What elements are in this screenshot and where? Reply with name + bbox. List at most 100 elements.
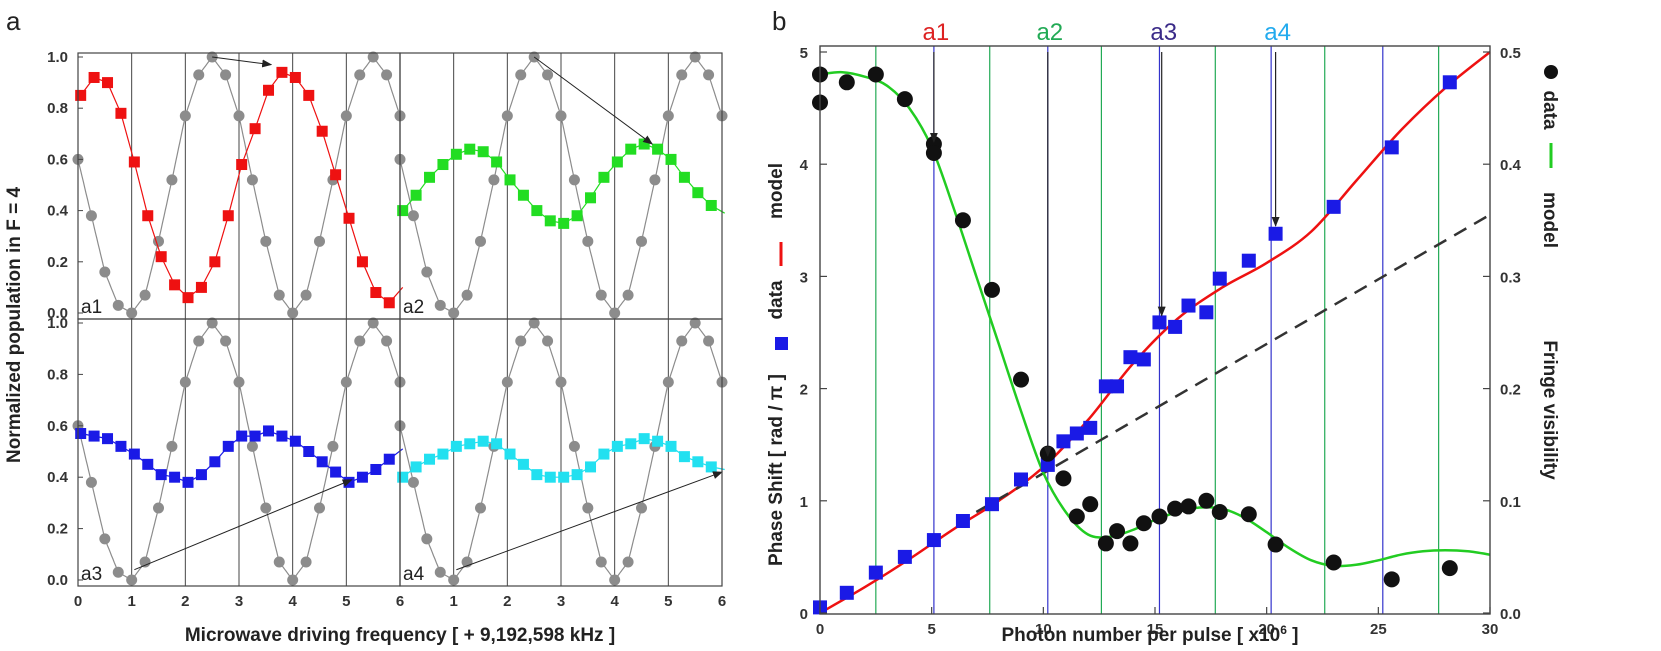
reference-point bbox=[636, 235, 647, 247]
subplot-point bbox=[182, 292, 194, 304]
subplot-point bbox=[383, 297, 395, 309]
reference-point bbox=[555, 110, 567, 122]
reference-point bbox=[662, 110, 674, 122]
panel-b-marker-label-a4: a4 bbox=[1264, 19, 1291, 46]
subplot-point bbox=[611, 440, 623, 452]
subplot-point bbox=[249, 123, 261, 135]
subplot-point bbox=[289, 435, 301, 447]
fringe-visibility-data-point bbox=[867, 66, 884, 83]
subplot-point bbox=[263, 425, 275, 437]
reference-point bbox=[287, 574, 299, 586]
reference-point bbox=[475, 235, 486, 247]
panel-a-arrow bbox=[212, 56, 273, 68]
reference-point bbox=[689, 51, 701, 63]
panel-b-y2-legend-circle bbox=[1544, 65, 1558, 79]
subplot-point bbox=[598, 171, 610, 183]
panel-b-x-tick-label: 5 bbox=[927, 621, 935, 638]
subplot-point bbox=[343, 212, 355, 224]
panel-b-y-legend-square bbox=[775, 337, 788, 350]
subplot-point bbox=[263, 84, 275, 96]
subplot-label-a4: a4 bbox=[403, 564, 425, 585]
panel-a-ticks: 0.00.20.40.60.81.00.00.20.40.60.81.00 1 2 3… bbox=[47, 49, 726, 610]
fringe-visibility-data-point bbox=[1109, 523, 1126, 540]
panel-b-y-tick-label: 0 bbox=[800, 606, 808, 623]
panel-b-y-tick-label: 4 bbox=[800, 157, 809, 174]
reference-point bbox=[703, 69, 715, 81]
panel-b-x-tick-label: 25 bbox=[1370, 621, 1387, 638]
panel-a-arrow bbox=[134, 479, 353, 571]
reference-point bbox=[501, 110, 513, 122]
subplot-point bbox=[356, 471, 368, 483]
reference-point bbox=[421, 533, 433, 545]
reference-point bbox=[233, 110, 245, 122]
subplot-point bbox=[169, 279, 181, 291]
subplot-label-a1: a1 bbox=[81, 297, 102, 318]
subplot-point bbox=[544, 471, 556, 483]
reference-point bbox=[649, 174, 661, 186]
subplot-point bbox=[625, 143, 637, 155]
subplot-point bbox=[276, 66, 288, 78]
panel-b-y-legend-data: data bbox=[766, 280, 787, 320]
phase-shift-data-point bbox=[1136, 352, 1151, 367]
reference-point bbox=[179, 376, 191, 388]
panel-a-x-tick-label: 6 bbox=[396, 593, 404, 610]
subplot-point bbox=[585, 192, 597, 204]
reference-point bbox=[609, 307, 621, 319]
phase-shift-data-point bbox=[1442, 75, 1457, 90]
reference-point bbox=[381, 335, 393, 347]
reference-point bbox=[246, 440, 258, 452]
reference-point bbox=[488, 174, 500, 186]
reference-point bbox=[622, 556, 634, 568]
reference-point bbox=[287, 307, 299, 319]
fringe-visibility-data-point bbox=[1383, 571, 1400, 588]
subplot-point bbox=[236, 159, 248, 171]
reference-point bbox=[407, 476, 419, 488]
fringe-visibility-data-point bbox=[1441, 560, 1458, 577]
panel-b-x-tick-label: 10 bbox=[1035, 621, 1052, 638]
panel-a-x-tick-label: 3 bbox=[557, 593, 565, 610]
subplot-point bbox=[531, 205, 543, 217]
subplot-point bbox=[236, 430, 248, 442]
reference-point bbox=[421, 266, 433, 278]
subplot-point bbox=[209, 456, 221, 468]
subplot-point bbox=[289, 71, 301, 83]
phase-shift-data-point bbox=[1098, 379, 1113, 394]
fringe-visibility-data-point bbox=[1240, 506, 1257, 523]
panel-b-ticks: 0 5 10 15 20 25 30 0 1 2 3 4 5 0.0 0.1 0.2 0.3 0.4 0.5 bbox=[800, 45, 1522, 638]
panel-a-y-tick-label: 0.6 bbox=[47, 151, 68, 168]
subplot-point bbox=[464, 143, 476, 155]
fringe-visibility-data-point bbox=[1135, 515, 1152, 532]
reference-point bbox=[153, 502, 164, 514]
panel-a-y-tick-label: 0.4 bbox=[47, 203, 69, 220]
panel-b-y-axis-title: Phase Shift [ rad / π ] bbox=[766, 374, 787, 566]
panel-a-x-tick-label: 4 bbox=[288, 593, 297, 610]
panel-a-x-tick-label: 5 bbox=[342, 593, 350, 610]
subplot-point bbox=[571, 469, 583, 481]
panel-b-marker-label-a2: a2 bbox=[1036, 19, 1063, 46]
phase-shift-data-point bbox=[1384, 140, 1399, 155]
panel-a-y-tick-label: 0.4 bbox=[47, 469, 69, 486]
reference-point bbox=[233, 376, 245, 388]
subplot-point bbox=[397, 471, 409, 483]
subplot-point bbox=[692, 187, 704, 199]
fringe-visibility-data-point bbox=[925, 144, 942, 161]
panel-a-x-tick-label: 1 bbox=[449, 593, 457, 610]
reference-point bbox=[555, 376, 567, 388]
subplot-point bbox=[115, 107, 127, 119]
reference-point bbox=[193, 335, 205, 347]
phase-shift-data-point bbox=[839, 585, 854, 600]
panel-a-frame bbox=[399, 318, 723, 587]
fringe-visibility-data-point bbox=[838, 74, 855, 91]
subplot-point bbox=[611, 156, 623, 168]
reference-point bbox=[434, 299, 446, 311]
subplot-point bbox=[437, 159, 449, 171]
subplot-point bbox=[115, 440, 127, 452]
subplot-label-a3: a3 bbox=[81, 564, 102, 585]
phase-shift-data-point bbox=[1110, 379, 1125, 394]
subplot-point bbox=[678, 171, 690, 183]
reference-point bbox=[99, 266, 111, 278]
subplot-point bbox=[222, 210, 234, 222]
reference-point bbox=[582, 502, 594, 514]
